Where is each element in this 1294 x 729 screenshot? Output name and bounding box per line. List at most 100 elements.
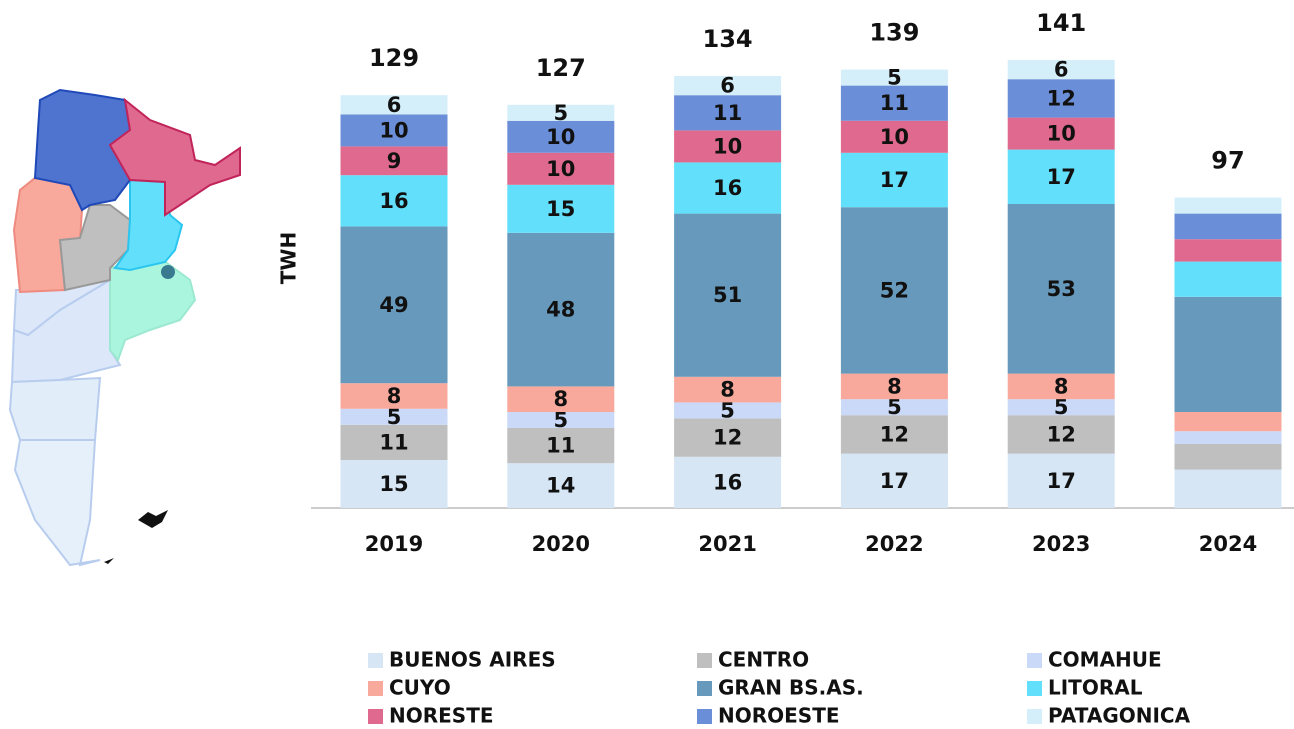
bar-segment (507, 428, 615, 464)
bar-segment (1007, 453, 1115, 508)
legend-swatch (1027, 709, 1042, 724)
data-label: 53 (1047, 277, 1076, 301)
data-label: 8 (387, 384, 402, 408)
bar-segment (674, 213, 782, 377)
bar-segment (840, 373, 948, 400)
bar-segment (1174, 469, 1282, 508)
bar-segment (1174, 197, 1282, 214)
bar-segment (1007, 60, 1115, 80)
x-tick-label: 2024 (1199, 532, 1257, 556)
data-label: 12 (1047, 422, 1076, 446)
data-label: 5 (1054, 395, 1069, 419)
bar-segment (507, 184, 615, 233)
data-label: 17 (1047, 469, 1076, 493)
data-label: 5 (887, 395, 902, 419)
data-label: 5 (553, 408, 568, 432)
legend-swatch (1027, 653, 1042, 668)
data-label: 11 (546, 434, 575, 458)
data-label: 10 (880, 125, 909, 149)
data-label: 17 (1047, 165, 1076, 189)
bar-segment (1007, 117, 1115, 150)
legend-label: CENTRO (718, 648, 809, 672)
legend-swatch (368, 681, 383, 696)
bar-segment (840, 415, 948, 454)
bar-segment (674, 376, 782, 403)
data-label: 12 (880, 422, 909, 446)
bar-segment (1007, 373, 1115, 400)
bar-segment (1007, 79, 1115, 118)
bar-segment (340, 424, 448, 460)
data-label: 6 (720, 74, 735, 98)
data-label: 51 (713, 283, 742, 307)
x-tick-label: 2023 (1032, 532, 1090, 556)
data-label: 10 (379, 118, 408, 142)
x-tick-label: 2022 (865, 532, 923, 556)
bar-segment (507, 386, 615, 412)
legend-label: BUENOS AIRES (389, 648, 556, 672)
bar-segment (340, 146, 448, 176)
data-label: 5 (887, 66, 902, 90)
bar-segment (507, 152, 615, 185)
data-label: 11 (713, 101, 742, 125)
data-label: 17 (880, 469, 909, 493)
data-label: 5 (387, 405, 402, 429)
bar-segment (340, 175, 448, 227)
data-label: 15 (379, 472, 408, 496)
bar-segment (674, 130, 782, 163)
total-label: 127 (536, 54, 586, 82)
data-label: 10 (546, 125, 575, 149)
bar-segment (674, 402, 782, 419)
x-tick-label: 2020 (532, 532, 590, 556)
y-axis-label: TWH (277, 232, 301, 284)
bar-segment (1174, 444, 1282, 470)
data-label: 10 (1047, 122, 1076, 146)
bar-segment (840, 85, 948, 121)
data-label: 15 (546, 197, 575, 221)
data-label: 10 (713, 134, 742, 158)
bar-segment (340, 408, 448, 425)
total-label: 97 (1211, 147, 1244, 175)
bar-segment (1174, 261, 1282, 297)
bar-segment (840, 207, 948, 374)
bar-segment (674, 95, 782, 131)
legend-label: NORESTE (389, 704, 494, 728)
legend-swatch (697, 709, 712, 724)
data-label: 5 (553, 101, 568, 125)
bar-segment (1007, 149, 1115, 204)
bar-segment (1174, 213, 1282, 240)
x-tick-label: 2021 (698, 532, 756, 556)
bar-segment (1007, 399, 1115, 416)
data-label: 8 (720, 378, 735, 402)
legend-label: CUYO (389, 676, 451, 700)
data-label: 8 (553, 387, 568, 411)
x-tick-label: 2019 (365, 532, 423, 556)
legend-label: GRAN BS.AS. (718, 676, 864, 700)
total-label: 139 (869, 19, 919, 47)
data-label: 48 (546, 298, 575, 322)
data-label: 6 (1054, 58, 1069, 82)
bar-segment (840, 399, 948, 416)
bar-segment (340, 460, 448, 508)
legend-label: COMAHUE (1048, 648, 1162, 672)
total-label: 141 (1036, 9, 1086, 37)
legend-label: LITORAL (1048, 676, 1143, 700)
bar-segment (1174, 412, 1282, 432)
map (8, 88, 241, 567)
data-label: 5 (720, 398, 735, 422)
data-label: 49 (379, 293, 408, 317)
bar-segment (507, 412, 615, 428)
data-label: 12 (1047, 86, 1076, 110)
bar-segment (340, 226, 448, 384)
data-label: 11 (880, 91, 909, 115)
data-label: 16 (379, 189, 408, 213)
bar-segment (1174, 296, 1282, 412)
bar-segment (674, 418, 782, 457)
data-label: 10 (546, 157, 575, 181)
data-label: 8 (1054, 374, 1069, 398)
legend-swatch (368, 653, 383, 668)
data-label: 17 (880, 168, 909, 192)
bar-segment (507, 232, 615, 387)
total-label: 134 (703, 25, 753, 53)
data-label: 14 (546, 474, 575, 498)
